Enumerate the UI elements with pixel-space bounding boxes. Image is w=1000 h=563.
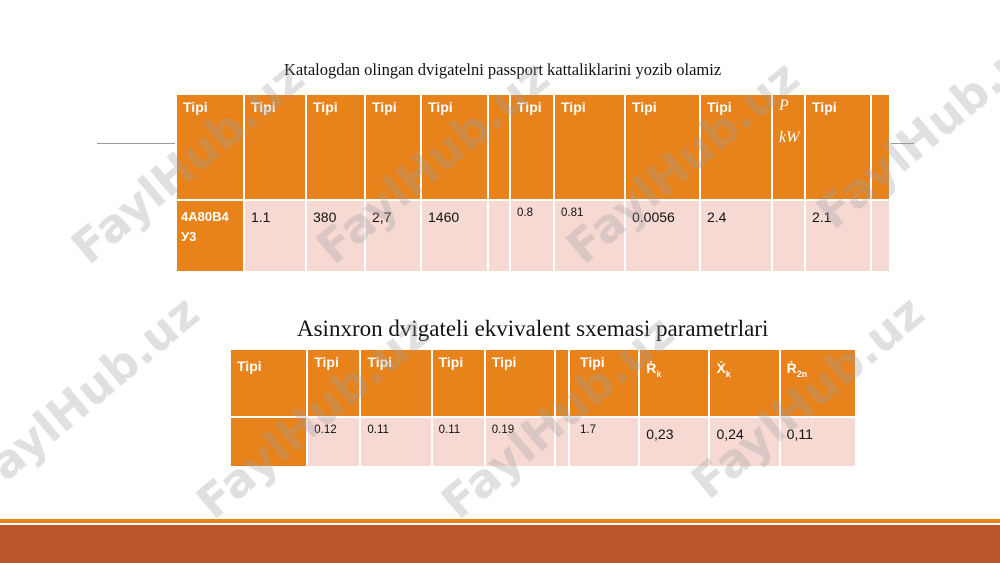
table1-cell: 1.1 (243, 199, 307, 273)
table2-header-cell: Ẋk (708, 348, 781, 418)
table1-cell: 380 (305, 199, 366, 273)
table1-header-cell (487, 93, 511, 201)
table1-header-cell: Tipi (305, 93, 366, 201)
table1-header-cell: Tipi (624, 93, 701, 201)
table2-header-row: Tipi Tipi Tipi Tipi Tipi Tipi Ṙk Ẋk Ṙ2n (228, 348, 858, 418)
equivalent-circuit-table: Tipi Tipi Tipi Tipi Tipi Tipi Ṙk Ẋk Ṙ2n … (228, 348, 858, 468)
footer-bar (0, 525, 1000, 563)
table1-header-cell: Tipi (699, 93, 773, 201)
table2-header-cell: Tipi (306, 348, 362, 418)
table2-cell: 0.11 (430, 416, 486, 468)
table1-header-row: Tipi Tipi Tipi Tipi Tipi Tipi Tipi Tipi … (175, 93, 891, 201)
table1-cell: 1460 (420, 199, 489, 273)
table2-data-row: 0.12 0.11 0.11 0.19 1.7 0,23 0,24 0,11 (228, 416, 858, 468)
table2-header-cell: Tipi (483, 348, 556, 418)
table2-header-cell: Tipi (359, 348, 433, 418)
table1-data-row: 4A80B4 У3 1.1 380 2,7 1460 0.8 0.81 0.00… (175, 199, 891, 273)
divider-line-right (888, 143, 914, 144)
table1-cell: 2.1 (804, 199, 872, 273)
table2-cell: 0.12 (306, 416, 362, 468)
table1-cell: 2.4 (699, 199, 773, 273)
table1-type-cell: 4A80B4 У3 (175, 199, 245, 273)
table1-caption: Katalogdan olingan dvigatelni passport k… (284, 60, 722, 79)
watermark: FaylHub.uz (0, 284, 210, 510)
table1-cell: 0.0056 (624, 199, 701, 273)
table1-cell: 2,7 (364, 199, 422, 273)
table2-cell (553, 416, 571, 468)
footer-accent-line (0, 519, 1000, 523)
table1-header-cell: Tipi (553, 93, 626, 201)
table1-header-cell: Tipi (175, 93, 245, 201)
table2-cell: 0.11 (359, 416, 433, 468)
table2-cell: 0,11 (778, 416, 858, 468)
table1-cell (771, 199, 806, 273)
table2-header-cell: Tipi (228, 348, 309, 418)
table1-header-cell: Tipi (420, 93, 489, 201)
table2-cell: 0,23 (638, 416, 711, 468)
table1-header-cell: Tipi (804, 93, 872, 201)
table1-cell: 0.8 (509, 199, 555, 273)
table2-header-cell: Ṙ2n (778, 348, 858, 418)
table2-header-cell: Tipi (568, 348, 641, 418)
table2-type-cell (228, 416, 309, 468)
table2-header-cell: Tipi (430, 348, 486, 418)
table1-header-cell: Tipi (509, 93, 555, 201)
table2-caption: Asinxron dvigateli ekvivalent sxemasi pa… (297, 316, 769, 341)
table2-header-cell: Ṙk (638, 348, 711, 418)
table1-cell: 0.81 (553, 199, 626, 273)
table2-cell: 0,24 (708, 416, 781, 468)
table1-header-cell (870, 93, 891, 201)
table1-header-cell: Tipi (364, 93, 422, 201)
table2-cell: 1.7 (568, 416, 641, 468)
divider-line-left (97, 143, 177, 144)
table1-cell (487, 199, 511, 273)
table1-header-cell-partial: P kW (771, 93, 806, 201)
table2-cell: 0.19 (483, 416, 556, 468)
table2-header-cell (553, 348, 571, 418)
table1-cell (870, 199, 891, 273)
passport-table: Tipi Tipi Tipi Tipi Tipi Tipi Tipi Tipi … (175, 93, 891, 273)
table1-header-cell: Tipi (243, 93, 307, 201)
